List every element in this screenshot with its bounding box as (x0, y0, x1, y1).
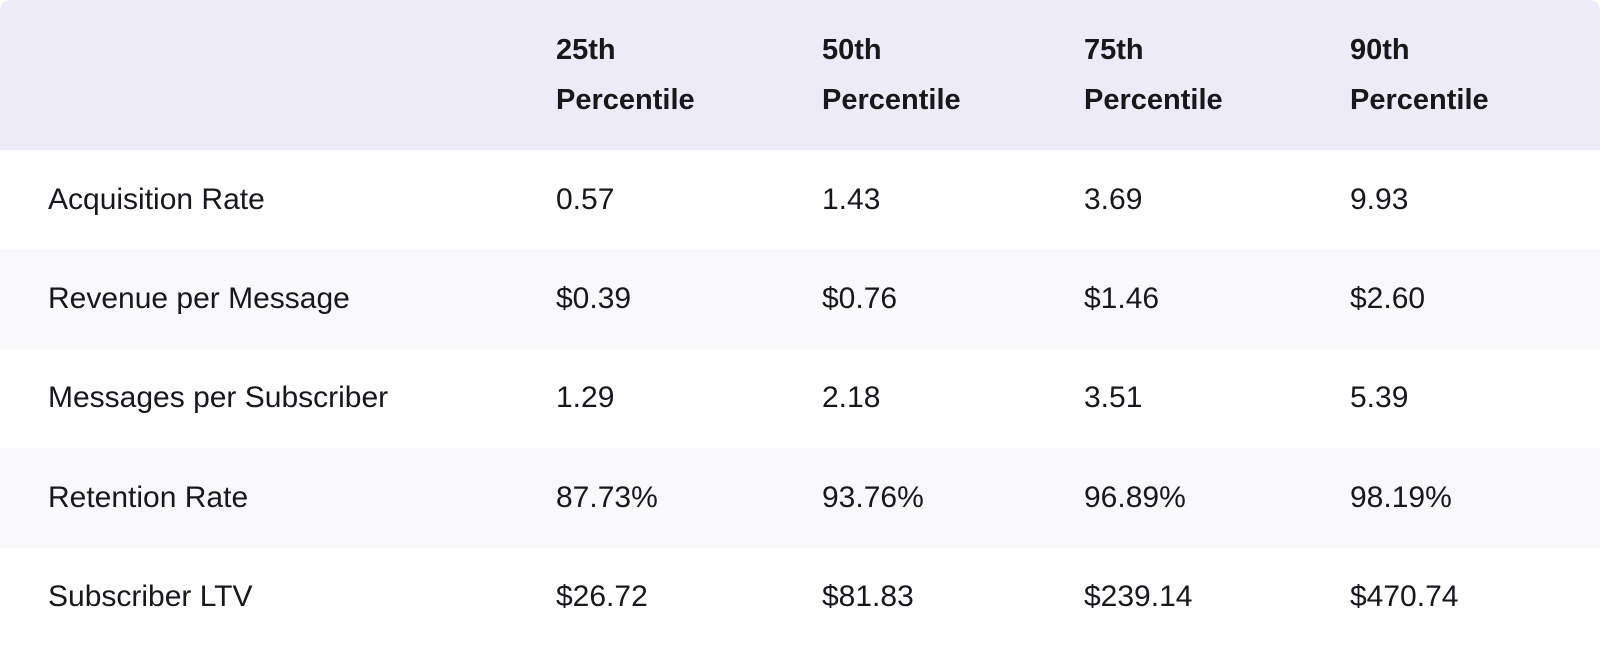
cell-value: 2.18 (822, 381, 881, 415)
cell-value: $239.14 (1084, 580, 1193, 614)
cell-value: 3.51 (1084, 381, 1143, 415)
cell-value: $1.46 (1084, 282, 1160, 316)
row-label: Messages per Subscriber (48, 381, 389, 415)
cell-value: $470.74 (1350, 580, 1459, 614)
column-header-25th: 25th Percentile (556, 25, 822, 125)
column-header-90th: 90th Percentile (1350, 25, 1600, 125)
cell-value: 1.43 (822, 182, 881, 216)
cell-value: 9.93 (1350, 182, 1409, 216)
cell-value: 5.39 (1350, 381, 1409, 415)
cell-value: 96.89% (1084, 480, 1186, 514)
table-row: Retention Rate 87.73% 93.76% 96.89% 98.1… (0, 448, 1600, 548)
column-header-label: 50th Percentile (822, 34, 961, 116)
table-row: Acquisition Rate 0.57 1.43 3.69 9.93 (0, 150, 1600, 250)
cell-value: 87.73% (556, 480, 658, 514)
column-header-label: 90th Percentile (1350, 34, 1489, 116)
cell-value: 0.57 (556, 182, 615, 216)
column-header-label: 75th Percentile (1084, 34, 1223, 116)
column-header-75th: 75th Percentile (1084, 25, 1350, 125)
table-header-row: 25th Percentile 50th Percentile 75th Per… (0, 0, 1600, 150)
table-row: Revenue per Message $0.39 $0.76 $1.46 $2… (0, 249, 1600, 349)
row-label: Revenue per Message (48, 282, 350, 316)
cell-value: 3.69 (1084, 182, 1143, 216)
cell-value: $26.72 (556, 580, 648, 614)
cell-value: $2.60 (1350, 282, 1426, 316)
cell-value: $0.39 (556, 282, 632, 316)
row-label: Retention Rate (48, 480, 249, 514)
cell-value: 98.19% (1350, 480, 1452, 514)
cell-value: $81.83 (822, 580, 914, 614)
cell-value: $0.76 (822, 282, 898, 316)
row-label: Subscriber LTV (48, 580, 253, 614)
table-row: Subscriber LTV $26.72 $81.83 $239.14 $47… (0, 547, 1600, 647)
cell-value: 1.29 (556, 381, 615, 415)
row-label: Acquisition Rate (48, 182, 265, 216)
column-header-label: 25th Percentile (556, 34, 695, 116)
column-header-50th: 50th Percentile (822, 25, 1084, 125)
table-row: Messages per Subscriber 1.29 2.18 3.51 5… (0, 348, 1600, 449)
cell-value: 93.76% (822, 480, 924, 514)
